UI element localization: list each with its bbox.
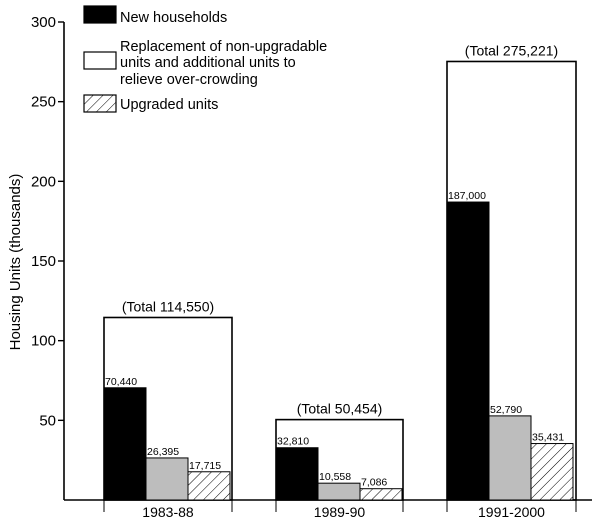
legend-label-replacement: units and additional units to [120, 55, 296, 71]
bar-new-households [103, 387, 147, 501]
bar-upgraded-units [187, 471, 231, 501]
y-tick-label: 150 [31, 253, 56, 270]
legend-label-upgraded: Upgraded units [120, 97, 218, 113]
bar-upgradable-units [317, 482, 361, 501]
bar-value-label: 10,558 [319, 471, 351, 483]
bar-upgradable-units [145, 457, 189, 501]
legend-swatch-replacement [83, 51, 117, 70]
total-label: (Total 275,221) [465, 42, 558, 58]
bar-upgraded-units [359, 488, 403, 501]
bar-value-label: 7,086 [361, 477, 387, 489]
bar-value-label: 35,431 [532, 432, 564, 444]
bar-upgradable-units [488, 415, 532, 501]
bar-value-label: 187,000 [448, 190, 486, 202]
bar-value-label: 26,395 [147, 446, 179, 458]
y-axis-title: Housing Units (thousands) [7, 174, 24, 351]
bar-new-households [446, 201, 490, 501]
legend-swatch-upgraded [83, 94, 117, 113]
legend-swatch-new [83, 5, 117, 24]
y-tick-label: 50 [39, 412, 56, 429]
category-label: 1991-2000 [478, 504, 545, 520]
total-label: (Total 114,550) [122, 298, 214, 314]
legend: New households Replacement of non-upgrada… [83, 5, 327, 113]
total-label: (Total 50,454) [297, 401, 383, 417]
bars: 70,440 26,395 17,715 32,810 10,558 7,086 187,0… [103, 190, 574, 501]
bar-new-households [275, 447, 319, 501]
y-tick-label: 100 [31, 333, 56, 350]
category-labels: 1983-88 1989-90 1991-2000 [103, 500, 577, 520]
bar-value-label: 17,715 [189, 460, 221, 472]
legend-label-replacement: relieve over-crowding [120, 72, 258, 88]
bar-upgraded-units [530, 443, 574, 501]
y-tick-label: 250 [31, 94, 56, 111]
y-axis-ticks: 50 100 150 200 250 300 [31, 14, 64, 429]
bar-value-label: 32,810 [277, 436, 309, 448]
y-tick-label: 300 [31, 14, 56, 31]
category-label: 1989-90 [314, 504, 366, 520]
y-tick-label: 200 [31, 173, 56, 190]
legend-label-new: New households [120, 10, 227, 26]
legend-label-replacement: Replacement of non-upgradable [120, 39, 327, 55]
bar-value-label: 52,790 [490, 404, 522, 416]
bar-value-label: 70,440 [105, 376, 137, 388]
category-label: 1983-88 [142, 504, 194, 520]
